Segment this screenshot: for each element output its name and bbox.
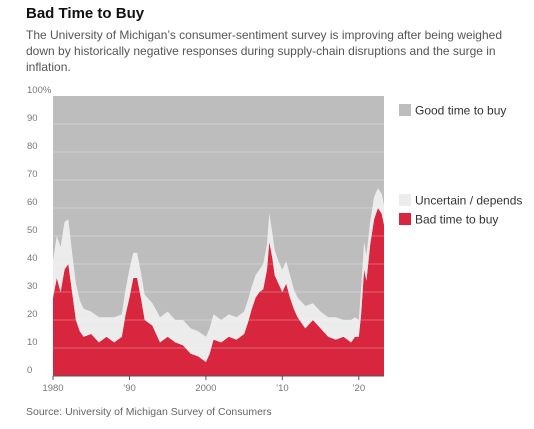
legend: Good time to buy Uncertain / depends Bad t…: [399, 104, 522, 227]
x-tick-label: ’90: [123, 383, 136, 394]
x-axis: 1980 ’90 2000 ’10 ’20: [42, 375, 384, 394]
y-tick-label: 70: [27, 169, 38, 180]
plot-areas: [53, 96, 384, 376]
x-tick-label: 1980: [42, 383, 63, 394]
y-tick-label: 30: [27, 281, 38, 292]
y-tick-label: 40: [27, 253, 38, 264]
y-tick-label: 60: [27, 197, 38, 208]
area-bad: [53, 208, 384, 376]
y-tick-label: 0: [27, 365, 32, 376]
y-axis: 100% 90 80 70 60 50 40 30 20 10 0: [27, 85, 52, 376]
legend-swatch-uncertain: [399, 194, 411, 206]
gridlines: [53, 123, 384, 349]
x-tick-label: 2000: [195, 383, 216, 394]
legend-swatch-good: [399, 104, 411, 116]
legend-label-good: Good time to buy: [415, 104, 506, 118]
stacked-area-chart: 100% 90 80 70 60 50 40 30 20 10 0 1980 ’90 2000 ’10 ’2…: [27, 85, 522, 394]
y-tick-label: 50: [27, 225, 38, 236]
area-good: [53, 96, 384, 337]
legend-label-bad: Bad time to buy: [415, 213, 498, 227]
x-tick-label: ’20: [352, 383, 365, 394]
y-tick-label: 90: [27, 113, 38, 124]
chart-subtitle: The University of Michigan’s consumer-se…: [26, 28, 502, 74]
area-uncertain: [53, 188, 384, 362]
y-tick-label: 10: [27, 337, 38, 348]
y-tick-label: 20: [27, 309, 38, 320]
x-tick-label: ’10: [276, 383, 289, 394]
y-tick-label: 80: [27, 141, 38, 152]
source-note: Source: University of Michigan Survey of…: [26, 406, 272, 418]
legend-label-uncertain: Uncertain / depends: [415, 194, 522, 208]
y-tick-label: 100%: [27, 85, 52, 96]
legend-swatch-bad: [399, 213, 411, 225]
chart-title: Bad Time to Buy: [26, 5, 145, 22]
